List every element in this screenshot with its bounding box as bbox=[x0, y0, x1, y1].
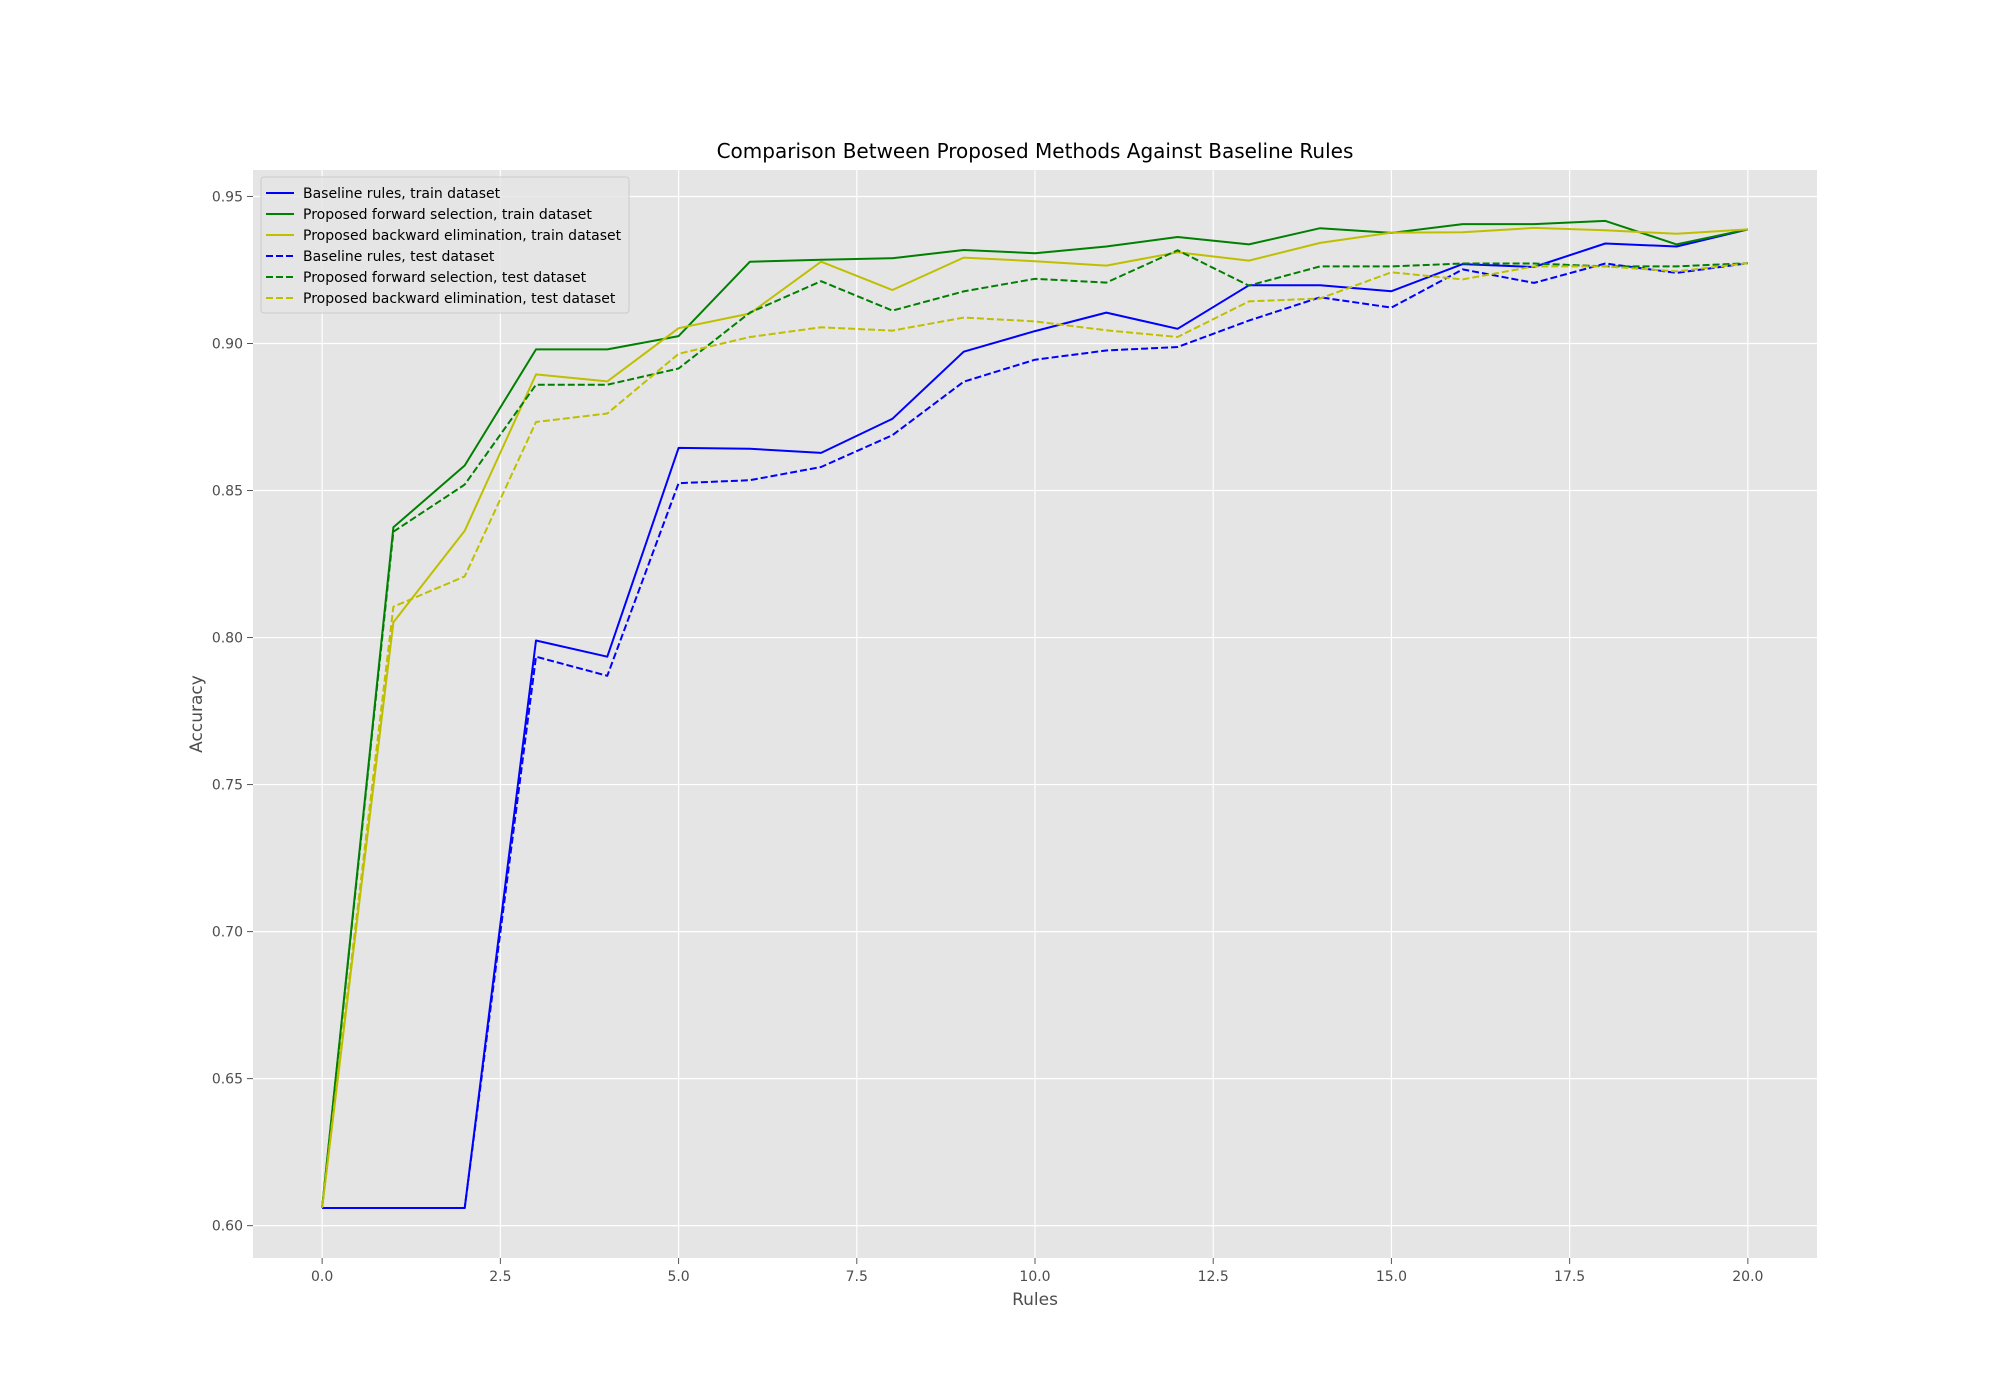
x-tick-label: 0.0 bbox=[311, 1269, 333, 1285]
x-tick-label: 5.0 bbox=[667, 1269, 689, 1285]
y-tick-label: 0.65 bbox=[212, 1072, 243, 1088]
series-line-3 bbox=[321, 226, 1748, 1209]
series-line-2 bbox=[321, 219, 1749, 1209]
y-tick-label: 0.90 bbox=[212, 336, 243, 352]
series-line-6 bbox=[321, 262, 1749, 1209]
legend-label: Baseline rules, train dataset bbox=[303, 186, 501, 202]
series-lines bbox=[321, 219, 1749, 1209]
x-tick-label: 15.0 bbox=[1376, 1269, 1407, 1285]
y-tick-label: 0.85 bbox=[212, 484, 243, 500]
axis-ticks: 0.0 2.5 5.0 7.5 10.0 12.5 15.0 17.5 20.0 0.60 0.65… bbox=[212, 189, 1764, 1285]
x-tick-label: 17.5 bbox=[1554, 1269, 1585, 1285]
legend-label: Proposed forward selection, test dataset bbox=[303, 270, 587, 286]
series-line-5 bbox=[321, 249, 1748, 1209]
x-axis-label: Rules bbox=[1012, 1290, 1058, 1310]
chart-title: Comparison Between Proposed Methods Agai… bbox=[717, 139, 1354, 163]
legend-box bbox=[260, 176, 630, 314]
y-tick-label: 0.80 bbox=[212, 631, 243, 647]
x-tick-label: 2.5 bbox=[489, 1269, 511, 1285]
x-tick-label: 20.0 bbox=[1732, 1269, 1763, 1285]
series-line-1 bbox=[322, 228, 1749, 1209]
y-axis-label: Accuracy bbox=[187, 675, 207, 753]
x-tick-label: 10.0 bbox=[1019, 1269, 1050, 1285]
y-tick-label: 0.75 bbox=[212, 778, 243, 794]
x-tick-label: 7.5 bbox=[846, 1269, 868, 1285]
grid bbox=[253, 170, 1817, 1258]
x-tick-label: 12.5 bbox=[1198, 1269, 1229, 1285]
legend-label: Proposed backward elimination, test data… bbox=[303, 291, 616, 307]
y-tick-label: 0.70 bbox=[212, 925, 243, 941]
legend-label: Proposed backward elimination, train dat… bbox=[303, 228, 622, 244]
legend-label: Baseline rules, test dataset bbox=[303, 249, 495, 265]
legend: Baseline rules, train dataset Proposed fo… bbox=[260, 176, 630, 314]
legend-label: Proposed forward selection, train datase… bbox=[303, 207, 592, 223]
y-tick-label: 0.95 bbox=[212, 189, 243, 205]
y-tick-label: 0.60 bbox=[212, 1219, 243, 1235]
series-line-4 bbox=[322, 262, 1749, 1209]
